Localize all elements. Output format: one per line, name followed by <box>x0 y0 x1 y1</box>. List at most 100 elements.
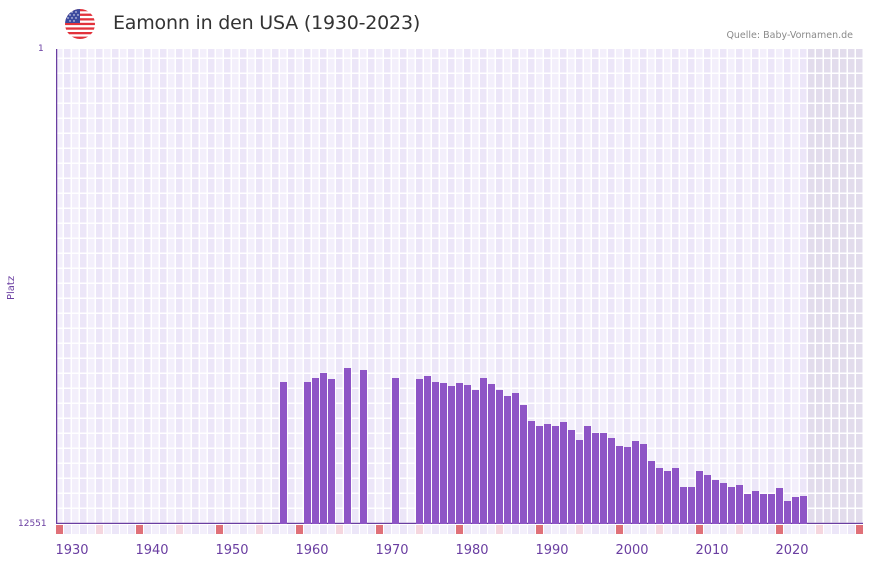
year-cell <box>80 525 87 534</box>
year-cell <box>288 525 295 534</box>
bar-1990 <box>552 426 559 524</box>
bar-2011 <box>720 483 727 524</box>
year-cell <box>304 525 311 534</box>
year-cell <box>584 525 591 534</box>
year-cell <box>664 525 671 534</box>
decade-marker <box>136 525 143 534</box>
year-cell <box>224 525 231 534</box>
year-cell <box>840 525 847 534</box>
year-cell <box>144 525 151 534</box>
year-cell <box>704 525 711 534</box>
bar-2013 <box>736 485 743 524</box>
year-cell <box>104 525 111 534</box>
bar-1996 <box>600 432 607 524</box>
bar-2018 <box>776 488 783 524</box>
year-cell <box>600 525 607 534</box>
year-cell <box>680 525 687 534</box>
bar-1999 <box>624 446 631 524</box>
bar-2012 <box>728 487 735 524</box>
year-cell <box>744 525 751 534</box>
year-cell <box>520 525 527 534</box>
decade-marker <box>856 525 863 534</box>
year-cell <box>240 525 247 534</box>
year-cell <box>792 525 799 534</box>
bar-1982 <box>488 384 495 524</box>
bar-2020 <box>792 497 799 524</box>
half-decade-marker <box>496 525 503 534</box>
year-cell <box>632 525 639 534</box>
year-cell <box>488 525 495 534</box>
bar-1970 <box>392 378 399 524</box>
year-cell <box>440 525 447 534</box>
year-cell <box>720 525 727 534</box>
year-cell <box>848 525 855 534</box>
half-decade-marker <box>656 525 663 534</box>
bar-2021 <box>800 496 807 524</box>
bar-2003 <box>656 468 663 524</box>
year-cell <box>400 525 407 534</box>
half-decade-marker <box>816 525 823 534</box>
x-tick-label: 1970 <box>375 543 409 558</box>
bar-2014 <box>744 494 751 524</box>
y-axis-bottom-label: 12551 <box>18 519 47 529</box>
bar-2002 <box>648 460 655 524</box>
half-decade-marker <box>416 525 423 534</box>
x-tick-label: 1990 <box>535 543 569 558</box>
year-cell <box>352 525 359 534</box>
year-cell <box>640 525 647 534</box>
x-tick-label: 1930 <box>55 543 89 558</box>
bar-1959 <box>304 382 311 524</box>
bar-1966 <box>360 369 367 524</box>
bar-2009 <box>704 475 711 524</box>
bar-1980 <box>472 389 479 524</box>
bar-2006 <box>680 487 687 524</box>
year-cell <box>560 525 567 534</box>
half-decade-marker <box>336 525 343 534</box>
bar-1978 <box>456 383 463 524</box>
year-cell <box>264 525 271 534</box>
chart-title: Eamonn in den USA (1930-2023) <box>113 12 421 34</box>
decade-marker <box>456 525 463 534</box>
year-cell <box>160 525 167 534</box>
year-cell <box>624 525 631 534</box>
bar-1988 <box>536 425 543 524</box>
year-cell <box>464 525 471 534</box>
year-cell <box>112 525 119 534</box>
source-label: Quelle: Baby-Vornamen.de <box>726 30 853 41</box>
year-cell <box>824 525 831 534</box>
year-cell <box>608 525 615 534</box>
year-cell <box>760 525 767 534</box>
bar-1973 <box>416 379 423 524</box>
bar-1979 <box>464 385 471 524</box>
bar-1962 <box>328 379 335 524</box>
year-cell <box>128 525 135 534</box>
bar-2016 <box>760 494 767 524</box>
y-axis-top-label: 1 <box>38 44 44 54</box>
y-axis-title: Platz <box>6 275 17 300</box>
half-decade-marker <box>96 525 103 534</box>
year-cell <box>712 525 719 534</box>
bar-2000 <box>632 440 639 524</box>
year-cell <box>800 525 807 534</box>
half-decade-marker <box>176 525 183 534</box>
year-cell <box>528 525 535 534</box>
bar-1994 <box>584 426 591 524</box>
bar-1987 <box>528 420 535 524</box>
x-tick-label: 2020 <box>775 543 809 558</box>
year-cell <box>424 525 431 534</box>
bar-2008 <box>696 471 703 524</box>
year-cell <box>752 525 759 534</box>
bar-1977 <box>448 385 455 524</box>
x-tick-label: 1980 <box>455 543 489 558</box>
year-cell <box>688 525 695 534</box>
year-cell <box>328 525 335 534</box>
decade-marker <box>56 525 63 534</box>
year-cell <box>120 525 127 534</box>
bar-2017 <box>768 494 775 524</box>
bar-1986 <box>520 405 527 524</box>
bar-1995 <box>592 432 599 524</box>
year-cell <box>168 525 175 534</box>
bar-1960 <box>312 378 319 524</box>
year-cell <box>768 525 775 534</box>
year-cell <box>248 525 255 534</box>
